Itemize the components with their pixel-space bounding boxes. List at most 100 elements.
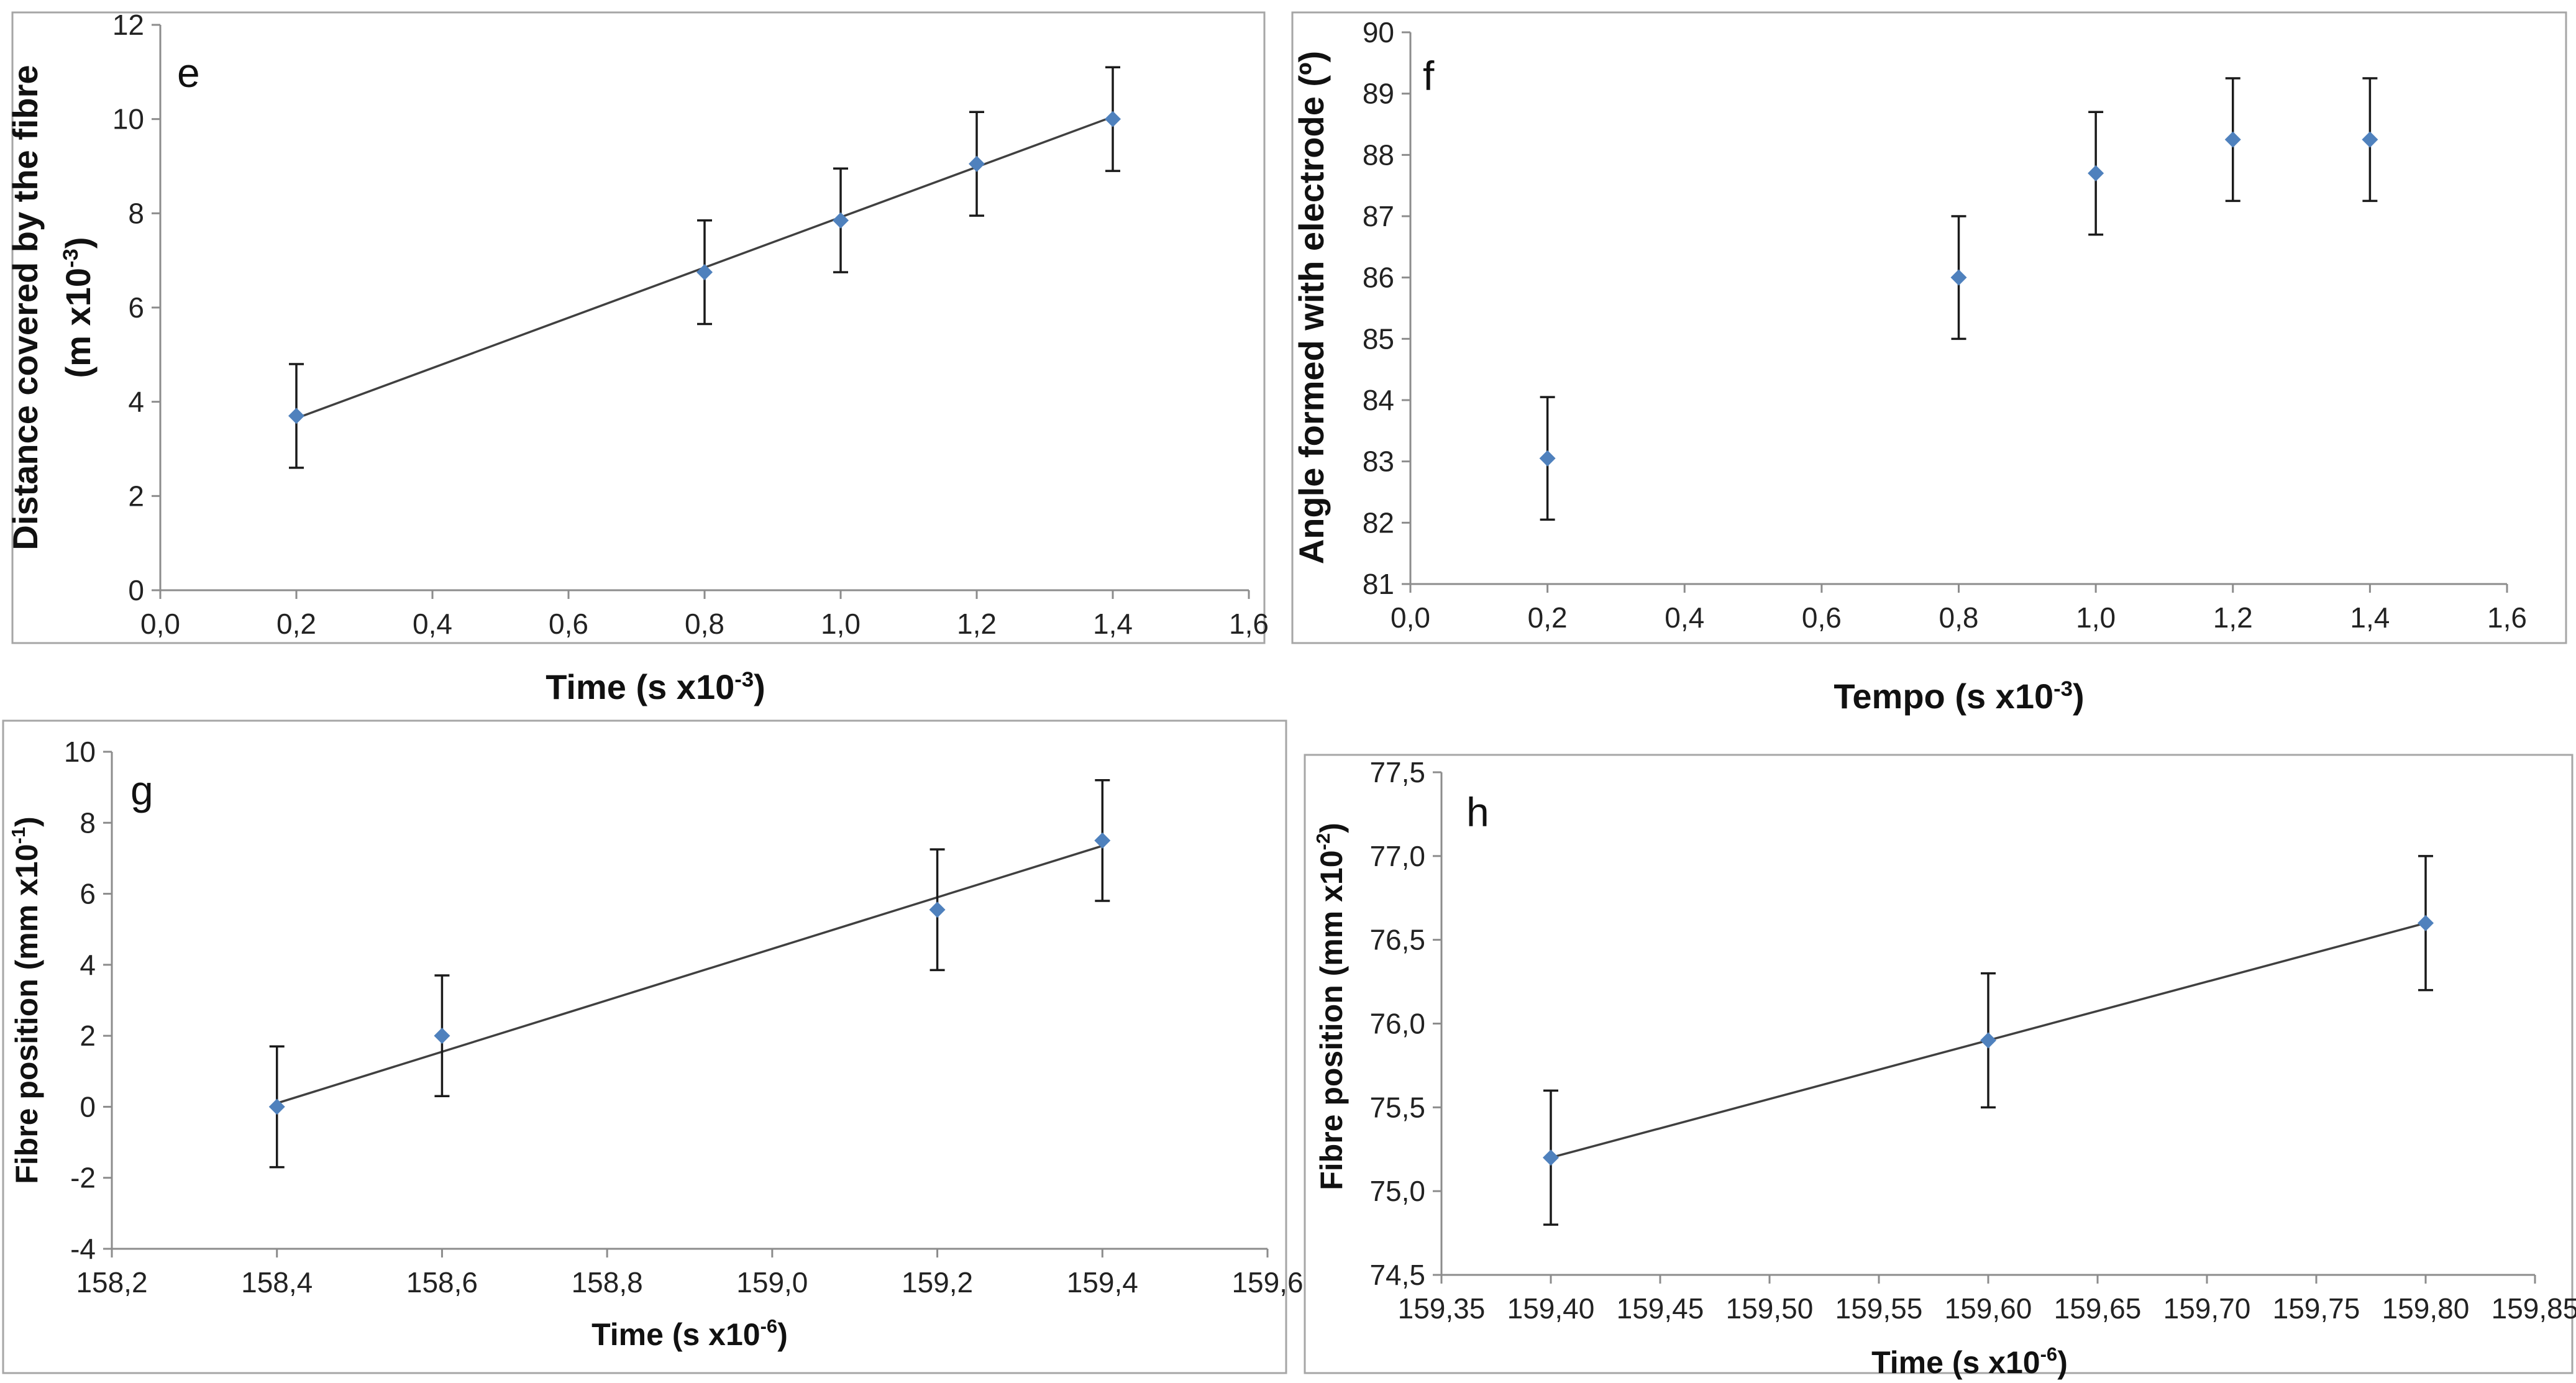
y-tick-label: 85 bbox=[1363, 322, 1394, 355]
x-axis-title: Tempo (s x10-3) bbox=[1834, 677, 2084, 716]
y-tick-label: 8 bbox=[80, 806, 96, 839]
y-axis-title: Distance covered by the fibre bbox=[6, 65, 45, 550]
data-point bbox=[1094, 832, 1111, 849]
y-tick-label: 2 bbox=[80, 1020, 96, 1052]
x-tick-label: 0,2 bbox=[1528, 601, 1568, 634]
chart-frame bbox=[11, 11, 1266, 644]
data-point bbox=[2362, 131, 2378, 148]
x-tick-label: 159,85 bbox=[2492, 1292, 2576, 1325]
data-point bbox=[2088, 165, 2104, 181]
y-axis-title: Fibre position (mm x10-1) bbox=[7, 816, 44, 1184]
x-tick-label: 158,8 bbox=[572, 1266, 643, 1299]
chart-frame bbox=[2, 719, 1287, 1374]
x-tick-label: 0,0 bbox=[1391, 601, 1430, 634]
data-point bbox=[697, 264, 713, 281]
data-point bbox=[1539, 450, 1556, 467]
x-tick-label: 159,45 bbox=[1617, 1292, 1704, 1325]
y-tick-label: 86 bbox=[1363, 262, 1394, 294]
y-tick-label: 4 bbox=[80, 949, 96, 981]
data-point bbox=[1105, 111, 1121, 127]
x-tick-label: 0,4 bbox=[413, 608, 452, 640]
y-tick-label: 0 bbox=[80, 1090, 96, 1123]
data-point bbox=[929, 901, 946, 918]
panel-label: f bbox=[1423, 53, 1435, 99]
y-tick-label: 4 bbox=[128, 386, 144, 418]
chart-frame bbox=[1304, 754, 2574, 1374]
panel-g-fibre-position-vs-time: 158,2 158,4 158,6 158,8 159,0 159,2 159,4 159,6… bbox=[2, 719, 1304, 1374]
x-tick-label: 159,65 bbox=[2054, 1292, 2142, 1325]
x-tick-label: 1,6 bbox=[1229, 608, 1269, 640]
x-axis-title: Time (s x10-6) bbox=[591, 1315, 788, 1352]
x-axis-title: Time (s x10-3) bbox=[546, 667, 765, 706]
y-axis-title-unit: (m x10-3) bbox=[58, 237, 98, 378]
x-tick-label: 0,6 bbox=[549, 608, 588, 640]
x-tick-label: 159,50 bbox=[1726, 1292, 1814, 1325]
data-point bbox=[1950, 269, 1967, 286]
panel-label: g bbox=[130, 767, 153, 813]
x-tick-label: 159,6 bbox=[1231, 1266, 1303, 1299]
panel-e-distance-vs-time: 0,0 0,2 0,4 0,6 0,8 1,0 1,2 1,4 1,6 0 2 4 6 8 10 12 e Tim… bbox=[6, 9, 1269, 706]
panel-label: e bbox=[177, 50, 200, 96]
x-tick-label: 159,4 bbox=[1067, 1266, 1138, 1299]
data-point bbox=[1980, 1032, 1996, 1049]
y-tick-label: 87 bbox=[1363, 200, 1394, 232]
x-tick-label: 159,70 bbox=[2163, 1292, 2251, 1325]
x-tick-label: 159,75 bbox=[2273, 1292, 2360, 1325]
y-tick-label: 88 bbox=[1363, 139, 1394, 171]
y-tick-label: 10 bbox=[112, 103, 144, 135]
y-tick-label: 77,5 bbox=[1369, 756, 1425, 788]
data-point bbox=[1543, 1149, 1559, 1166]
y-tick-label: 89 bbox=[1363, 78, 1394, 110]
x-tick-label: 0,6 bbox=[1802, 601, 1842, 634]
x-tick-label: 1,0 bbox=[821, 608, 861, 640]
x-tick-label: 158,6 bbox=[406, 1266, 478, 1299]
x-tick-label: 158,4 bbox=[241, 1266, 313, 1299]
data-point bbox=[2418, 915, 2434, 931]
y-tick-label: 83 bbox=[1363, 445, 1394, 478]
chart-frame bbox=[1291, 11, 2567, 644]
y-tick-label: 8 bbox=[128, 197, 144, 229]
y-tick-label: 76,5 bbox=[1369, 924, 1425, 956]
y-tick-label: 77,0 bbox=[1369, 840, 1425, 872]
y-tick-label: 90 bbox=[1363, 16, 1394, 48]
x-tick-label: 159,55 bbox=[1835, 1292, 1923, 1325]
y-tick-label: 74,5 bbox=[1369, 1259, 1425, 1291]
panel-f-angle-vs-tempo: 0,0 0,2 0,4 0,6 0,8 1,0 1,2 1,4 1,6 81 82 83 84 85 86 8… bbox=[1291, 11, 2567, 716]
y-tick-label: -2 bbox=[70, 1162, 96, 1194]
data-point bbox=[969, 155, 985, 172]
x-tick-label: 1,0 bbox=[2076, 601, 2116, 634]
x-tick-label: 159,40 bbox=[1507, 1292, 1595, 1325]
x-tick-label: 1,2 bbox=[2213, 601, 2253, 634]
y-tick-label: 0 bbox=[128, 574, 144, 606]
x-tick-label: 1,6 bbox=[2487, 601, 2527, 634]
y-axis-title: Angle formed with electrode (º) bbox=[1292, 51, 1331, 564]
x-tick-label: 0,2 bbox=[276, 608, 316, 640]
x-tick-label: 159,80 bbox=[2382, 1292, 2470, 1325]
y-tick-label: 84 bbox=[1363, 384, 1394, 416]
y-tick-label: 75,5 bbox=[1369, 1091, 1425, 1123]
data-point bbox=[288, 408, 304, 424]
trendline bbox=[276, 844, 1103, 1105]
y-tick-label: -4 bbox=[70, 1233, 96, 1265]
y-tick-label: 2 bbox=[128, 480, 144, 512]
y-tick-label: 82 bbox=[1363, 506, 1394, 539]
x-tick-label: 0,8 bbox=[1939, 601, 1979, 634]
x-tick-label: 159,0 bbox=[736, 1266, 808, 1299]
y-axis-title: Fibre position (mm x10-2) bbox=[1312, 823, 1349, 1190]
panel-label: h bbox=[1466, 789, 1489, 835]
y-tick-label: 75,0 bbox=[1369, 1175, 1425, 1207]
x-tick-label: 1,4 bbox=[1093, 608, 1133, 640]
x-tick-label: 0,8 bbox=[685, 608, 724, 640]
x-tick-label: 159,2 bbox=[902, 1266, 973, 1299]
x-tick-label: 0,0 bbox=[140, 608, 180, 640]
data-point bbox=[434, 1028, 450, 1044]
x-tick-label: 1,4 bbox=[2350, 601, 2390, 634]
y-tick-label: 6 bbox=[80, 878, 96, 910]
x-axis-title: Time (s x10-6) bbox=[1871, 1343, 2068, 1380]
data-point bbox=[833, 212, 849, 229]
y-tick-label: 10 bbox=[64, 736, 96, 768]
x-tick-label: 0,4 bbox=[1665, 601, 1704, 634]
x-tick-label: 158,2 bbox=[76, 1266, 147, 1299]
panel-h-fibre-position-vs-time: 159,35 159,40 159,45 159,50 159,55 159,60 159,… bbox=[1304, 754, 2576, 1380]
